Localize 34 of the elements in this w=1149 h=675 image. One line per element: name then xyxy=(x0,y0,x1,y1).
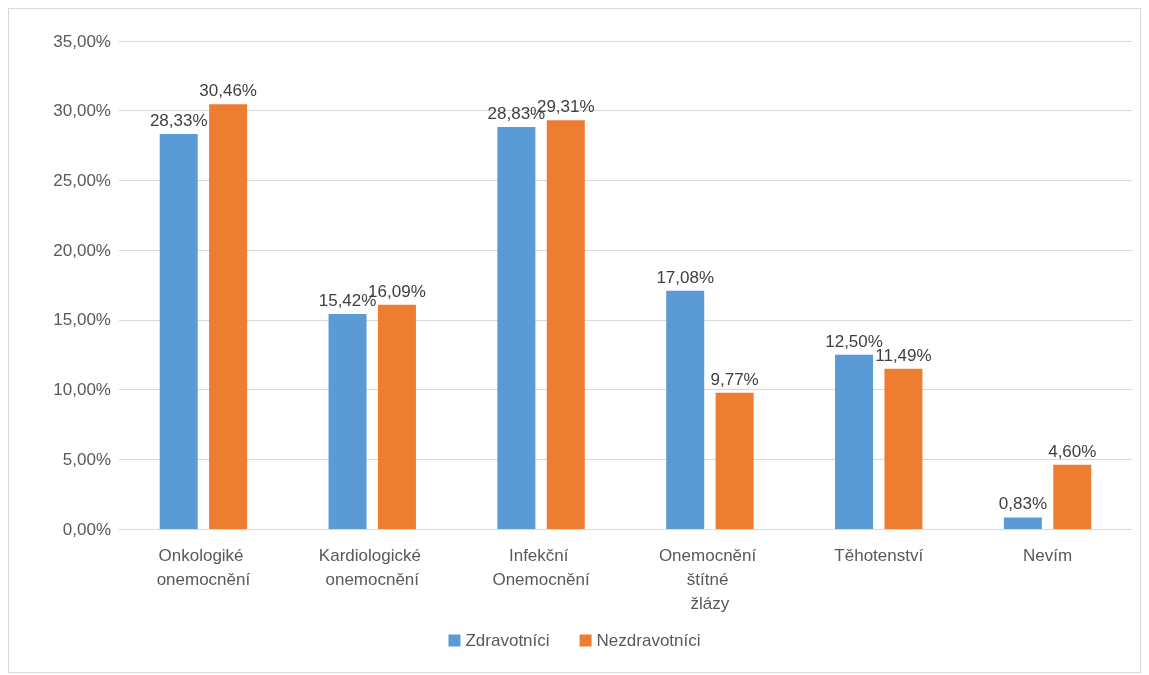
bar xyxy=(497,127,536,529)
data-label: 0,83% xyxy=(998,494,1047,514)
data-label: 9,77% xyxy=(710,369,759,389)
bar xyxy=(546,120,585,529)
bar xyxy=(328,314,367,529)
y-tick-label: 10,00% xyxy=(53,380,111,400)
y-tick-label: 5,00% xyxy=(62,449,111,469)
data-label: 17,08% xyxy=(656,267,715,287)
bar xyxy=(377,304,416,529)
bar xyxy=(715,392,754,529)
bar xyxy=(666,290,705,529)
bar xyxy=(209,104,248,529)
data-label: 30,46% xyxy=(199,81,257,101)
data-label: 28,33% xyxy=(149,111,208,130)
y-tick-label: 15,00% xyxy=(53,310,111,330)
data-label: 4,60% xyxy=(1048,441,1097,461)
bar xyxy=(1053,464,1092,529)
x-tick-label: Těhotenství xyxy=(834,545,924,565)
x-tick-label: Kardiologické onemocnění xyxy=(318,545,426,589)
bar xyxy=(1003,517,1042,529)
y-tick-label: 25,00% xyxy=(53,170,111,190)
legend-label: Zdravotníci xyxy=(465,631,550,650)
y-tick-label: 20,00% xyxy=(53,240,111,260)
x-tick-label: Infekční Onemocnění xyxy=(492,545,591,589)
x-tick-label: Onemocnění štítné žlázy xyxy=(658,545,761,613)
bar xyxy=(835,354,874,529)
y-tick-label: 35,00% xyxy=(53,31,111,51)
x-tick-label: Onkologiké onemocnění xyxy=(156,545,251,589)
bar xyxy=(884,368,923,529)
legend-label: Nezdravotníci xyxy=(596,631,701,650)
x-tick-label: Nevím xyxy=(1023,545,1073,565)
y-tick-label: 30,00% xyxy=(53,101,111,121)
bar xyxy=(159,134,198,529)
y-tick-label: 0,00% xyxy=(62,519,111,539)
